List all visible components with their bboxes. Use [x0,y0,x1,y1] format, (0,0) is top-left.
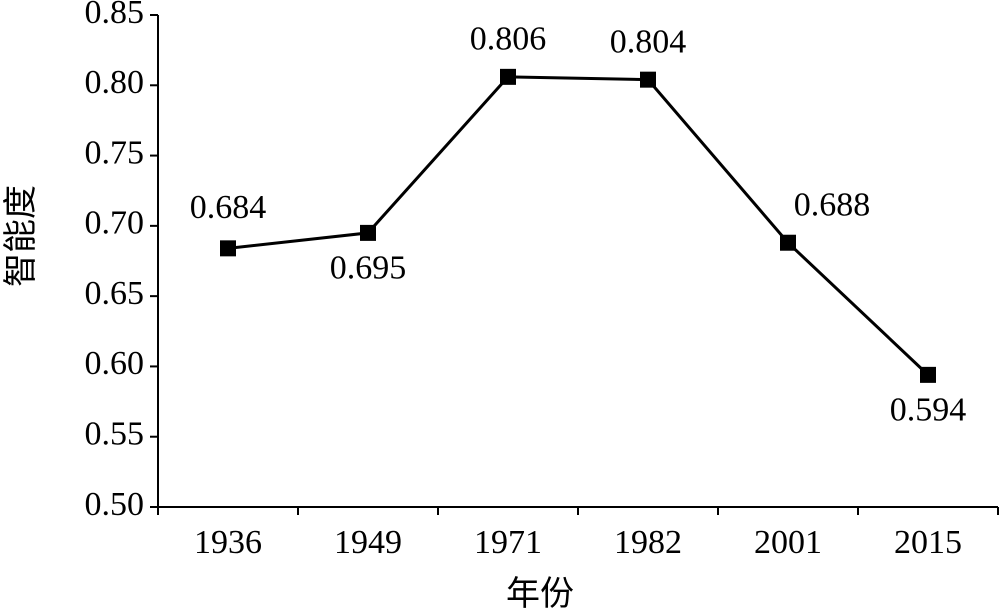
x-tick-label: 1949 [334,524,402,561]
marker [360,224,376,241]
marker [220,240,236,257]
x-tick-label: 1971 [474,524,542,561]
marker [780,234,796,251]
y-tick-label: 0.75 [85,134,145,171]
y-tick-label: 0.50 [85,486,145,523]
x-tick-label: 2001 [754,524,822,561]
x-axis-label: 年份 [506,575,574,613]
data-label: 0.594 [890,392,967,429]
data-label: 0.806 [470,21,547,58]
line [227,75,930,376]
data-label: 0.684 [190,189,267,226]
y-tick-label: 0.80 [85,64,145,101]
marker [920,366,936,383]
x-tick-label: 1936 [194,524,262,561]
marker [640,71,656,88]
data-label: 0.695 [330,250,407,287]
data-label: 0.688 [794,187,871,224]
x-tick-label: 2015 [894,524,962,561]
y-tick-label: 0.60 [85,345,145,382]
x-tick-label: 1982 [614,524,682,561]
y-tick-label: 0.70 [85,205,145,242]
y-tick-label: 0.55 [85,416,145,453]
y-tick-label: 0.65 [85,275,145,312]
y-axis-label: 智能度 [2,185,40,287]
marker [500,68,516,85]
y-tick-label: 0.85 [85,0,145,31]
data-label: 0.804 [610,23,687,60]
